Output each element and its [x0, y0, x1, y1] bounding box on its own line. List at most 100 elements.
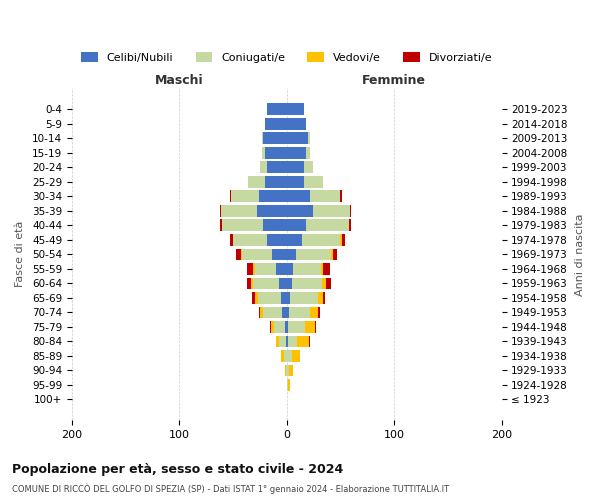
Bar	[281, 292, 287, 304]
Bar	[281, 350, 284, 362]
Bar	[287, 278, 292, 289]
Bar	[254, 263, 276, 274]
Bar	[287, 190, 310, 202]
Bar	[287, 162, 304, 173]
Legend: Celibi/Nubili, Coniugati/e, Vedovi/e, Divorziati/e: Celibi/Nubili, Coniugati/e, Vedovi/e, Di…	[77, 48, 497, 67]
Bar	[308, 132, 310, 144]
Bar	[284, 321, 287, 332]
Bar	[349, 220, 351, 231]
Bar	[350, 205, 351, 216]
Bar	[304, 162, 313, 173]
Bar	[254, 292, 258, 304]
Bar	[298, 336, 310, 347]
Bar	[287, 292, 290, 304]
Bar	[321, 263, 323, 274]
Bar	[253, 278, 279, 289]
Bar	[220, 205, 221, 216]
Bar	[305, 321, 314, 332]
Bar	[287, 234, 302, 245]
Bar	[323, 292, 325, 304]
Bar	[257, 205, 287, 216]
Bar	[287, 350, 292, 362]
Bar	[292, 350, 299, 362]
Bar	[241, 248, 242, 260]
Bar	[220, 220, 222, 231]
Bar	[314, 321, 316, 332]
Bar	[271, 321, 274, 332]
Bar	[292, 278, 322, 289]
Bar	[287, 306, 289, 318]
Bar	[222, 220, 263, 231]
Bar	[260, 306, 263, 318]
Bar	[263, 220, 287, 231]
Bar	[310, 190, 340, 202]
Bar	[268, 162, 287, 173]
Bar	[341, 234, 345, 245]
Bar	[287, 132, 308, 144]
Bar	[313, 205, 350, 216]
Y-axis label: Fasce di età: Fasce di età	[15, 221, 25, 288]
Bar	[233, 234, 268, 245]
Bar	[287, 364, 289, 376]
Bar	[263, 132, 287, 144]
Bar	[287, 205, 313, 216]
Bar	[302, 234, 340, 245]
Bar	[288, 336, 298, 347]
Bar	[221, 205, 257, 216]
Bar	[289, 364, 293, 376]
Bar	[283, 306, 287, 318]
Bar	[290, 292, 318, 304]
Bar	[306, 147, 310, 158]
Bar	[287, 118, 306, 130]
Bar	[253, 263, 254, 274]
Bar	[296, 248, 331, 260]
Bar	[279, 278, 287, 289]
Bar	[304, 176, 323, 188]
Bar	[265, 147, 287, 158]
Bar	[236, 248, 241, 260]
Bar	[259, 190, 287, 202]
Bar	[279, 336, 286, 347]
Bar	[287, 104, 304, 115]
Bar	[272, 248, 287, 260]
Bar	[333, 248, 337, 260]
Bar	[262, 147, 265, 158]
Bar	[284, 364, 286, 376]
Bar	[276, 336, 279, 347]
Bar	[287, 248, 296, 260]
Bar	[259, 306, 260, 318]
Bar	[263, 306, 283, 318]
Bar	[287, 379, 288, 390]
Bar	[289, 306, 310, 318]
Bar	[248, 176, 265, 188]
Bar	[340, 234, 341, 245]
Bar	[326, 278, 331, 289]
Bar	[306, 220, 349, 231]
Bar	[287, 336, 288, 347]
Bar	[286, 336, 287, 347]
Bar	[310, 306, 318, 318]
Bar	[287, 147, 306, 158]
Bar	[269, 321, 271, 332]
Bar	[318, 292, 323, 304]
Bar	[268, 104, 287, 115]
Bar	[318, 306, 320, 318]
Text: Femmine: Femmine	[362, 74, 426, 88]
Y-axis label: Anni di nascita: Anni di nascita	[575, 213, 585, 296]
Bar	[265, 118, 287, 130]
Bar	[268, 234, 287, 245]
Bar	[247, 263, 253, 274]
Text: COMUNE DI RICCÒ DEL GOLFO DI SPEZIA (SP) - Dati ISTAT 1° gennaio 2024 - Elaboraz: COMUNE DI RICCÒ DEL GOLFO DI SPEZIA (SP)…	[12, 484, 449, 494]
Text: Maschi: Maschi	[155, 74, 203, 88]
Bar	[287, 176, 304, 188]
Bar	[293, 263, 321, 274]
Bar	[274, 321, 284, 332]
Bar	[265, 176, 287, 188]
Bar	[262, 132, 263, 144]
Bar	[322, 278, 326, 289]
Bar	[247, 278, 251, 289]
Bar	[286, 364, 287, 376]
Bar	[331, 248, 333, 260]
Bar	[288, 321, 305, 332]
Text: Popolazione per età, sesso e stato civile - 2024: Popolazione per età, sesso e stato civil…	[12, 462, 343, 475]
